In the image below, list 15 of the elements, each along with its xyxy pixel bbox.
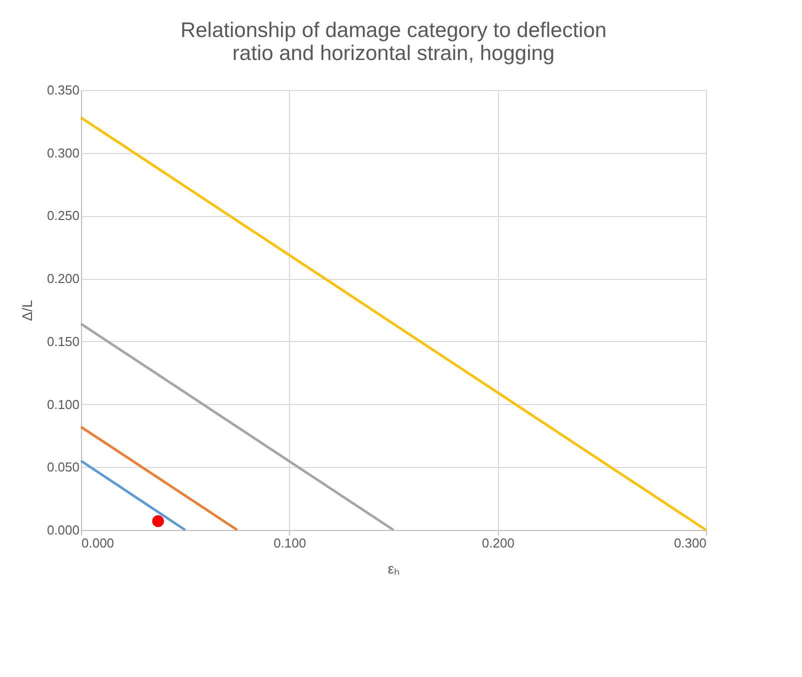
y-tick-label: 0.150 [46,334,80,349]
x-tick-label: 0.000 [82,536,114,550]
chart-title: Relationship of damage category to deflection ratio and horizontal strain, hogging [180,19,607,65]
y-axis-title: Δ/L [18,300,35,322]
x-axis-title: εₕ [388,560,400,576]
y-tick-label: 0.050 [46,460,80,475]
x-tick-label: 0.300 [674,536,706,550]
x-tick-label: 0.200 [482,536,514,550]
y-tick-label: 0.200 [46,271,80,286]
y-tick-label: 0.350 [46,82,80,98]
y-tick-label: 0.300 [46,145,80,160]
y-tick-label: 0.000 [46,522,80,538]
x-tick-label: 0.100 [274,536,306,550]
y-tick-label: 0.250 [46,208,80,224]
y-tick-label: 0.100 [46,396,80,412]
